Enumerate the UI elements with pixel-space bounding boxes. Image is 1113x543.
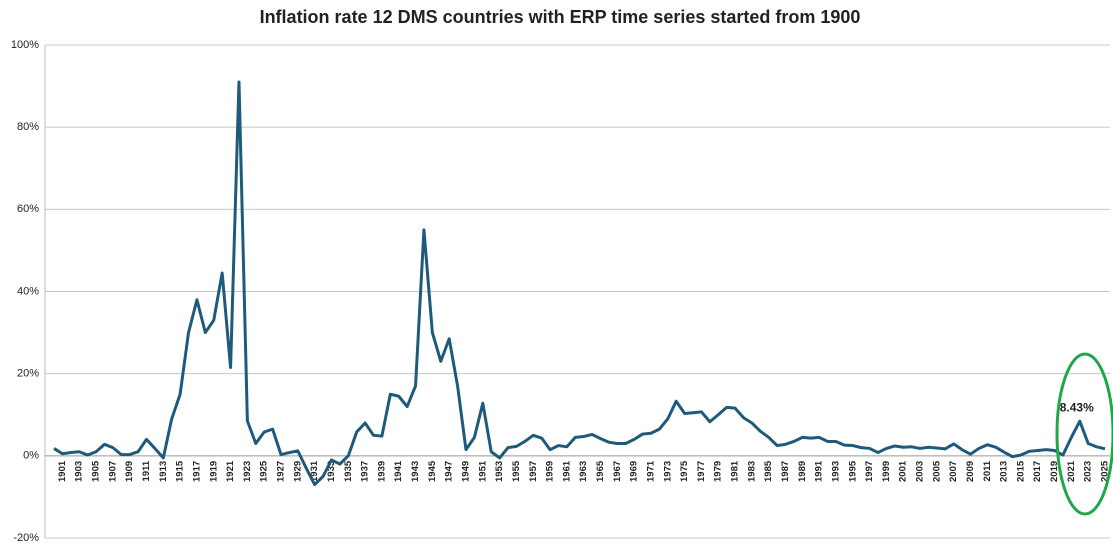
x-tick-label: 1999 [881, 461, 892, 482]
x-tick-label: 1953 [494, 461, 505, 482]
x-tick-label: 1983 [746, 461, 757, 482]
x-tick-label: 1913 [158, 461, 169, 482]
x-tick-label: 1929 [292, 461, 303, 482]
x-tick-label: 1909 [124, 461, 135, 482]
x-tick-label: 2005 [931, 460, 942, 482]
y-tick-label: 60% [17, 203, 39, 215]
x-tick-label: 1933 [326, 461, 337, 482]
x-tick-label: 1935 [343, 460, 354, 482]
x-tick-label: 1985 [763, 460, 774, 482]
x-tick-label: 2017 [1032, 461, 1043, 482]
x-tick-label: 1989 [797, 461, 808, 482]
x-tick-label: 1941 [393, 460, 404, 482]
x-tick-label: 1995 [847, 460, 858, 482]
x-tick-label: 1979 [713, 461, 724, 482]
x-tick-label: 1947 [444, 461, 455, 482]
x-tick-label: 2025 [1100, 460, 1111, 482]
y-tick-label: 100% [11, 39, 39, 51]
x-tick-label: 1959 [545, 461, 556, 482]
x-tick-label: 1991 [814, 460, 825, 482]
y-tick-label: 40% [17, 285, 39, 297]
x-tick-label: 1971 [645, 460, 656, 482]
x-tick-label: 1925 [259, 460, 270, 482]
annotation: 8.43% [1060, 400, 1094, 414]
x-tick-label: 1903 [74, 461, 85, 482]
x-tick-label: 1919 [208, 461, 219, 482]
x-tick-label: 2015 [1015, 460, 1026, 482]
x-tick-label: 1927 [276, 461, 287, 482]
x-tick-label: 1911 [141, 460, 152, 481]
x-tick-label: 1965 [595, 460, 606, 482]
x-tick-label: 2019 [1049, 461, 1060, 482]
x-tick-label: 1967 [612, 461, 623, 482]
x-tick-label: 1931 [309, 460, 320, 482]
y-tick-label: -20% [13, 532, 39, 543]
x-tick-label: 1943 [410, 461, 421, 482]
x-tick-label: 1921 [225, 460, 236, 482]
highlight-ellipse [1055, 352, 1113, 516]
x-tick-label: 1981 [730, 460, 741, 482]
x-tick-label: 1969 [629, 461, 640, 482]
x-tick-label: 1987 [780, 461, 791, 482]
x-tick-label: 1997 [864, 461, 875, 482]
x-tick-label: 1973 [662, 461, 673, 482]
x-tick-label: 1945 [427, 460, 438, 482]
x-tick-label: 1993 [830, 461, 841, 482]
x-tick-label: 1917 [191, 461, 202, 482]
chart-title: Inflation rate 12 DMS countries with ERP… [260, 7, 861, 27]
y-tick-label: 20% [17, 368, 39, 380]
plot: -20% 0% 20% 40% 60% 80% 100% 1901 1903 1905 1907 19… [11, 39, 1111, 543]
x-tick-label: 1975 [679, 460, 690, 482]
x-tick-label: 1955 [511, 460, 522, 482]
series-line [53, 80, 1106, 487]
x-tick-label: 1915 [175, 460, 186, 482]
x-tick-label: 2023 [1083, 461, 1094, 482]
x-tick-label: 1951 [477, 460, 488, 482]
x-tick-label: 1905 [91, 460, 102, 482]
x-tick-label: 2007 [948, 461, 959, 482]
y-tick-label: 80% [17, 121, 39, 133]
x-tick-label: 2009 [965, 461, 976, 482]
x-tick-label: 1963 [578, 461, 589, 482]
x-tick-label: 1901 [57, 460, 68, 482]
x-tick-label: 2011 [982, 460, 993, 481]
x-tick-label: 2021 [1066, 460, 1077, 482]
x-tick-label: 1949 [461, 461, 472, 482]
x-tick-label: 2003 [915, 461, 926, 482]
x-tick-label: 1923 [242, 461, 253, 482]
x-tick-label: 1977 [696, 461, 707, 482]
x-tick-label: 1961 [561, 460, 572, 482]
x-tick-label: 2001 [898, 460, 909, 482]
x-tick-label: 1957 [528, 461, 539, 482]
x-tick-label: 1907 [107, 461, 118, 482]
y-tick-label: 0% [23, 450, 39, 462]
x-tick-label: 2013 [999, 461, 1010, 482]
x-tick-label: 1937 [360, 461, 371, 482]
x-tick-label: 1939 [376, 461, 387, 482]
